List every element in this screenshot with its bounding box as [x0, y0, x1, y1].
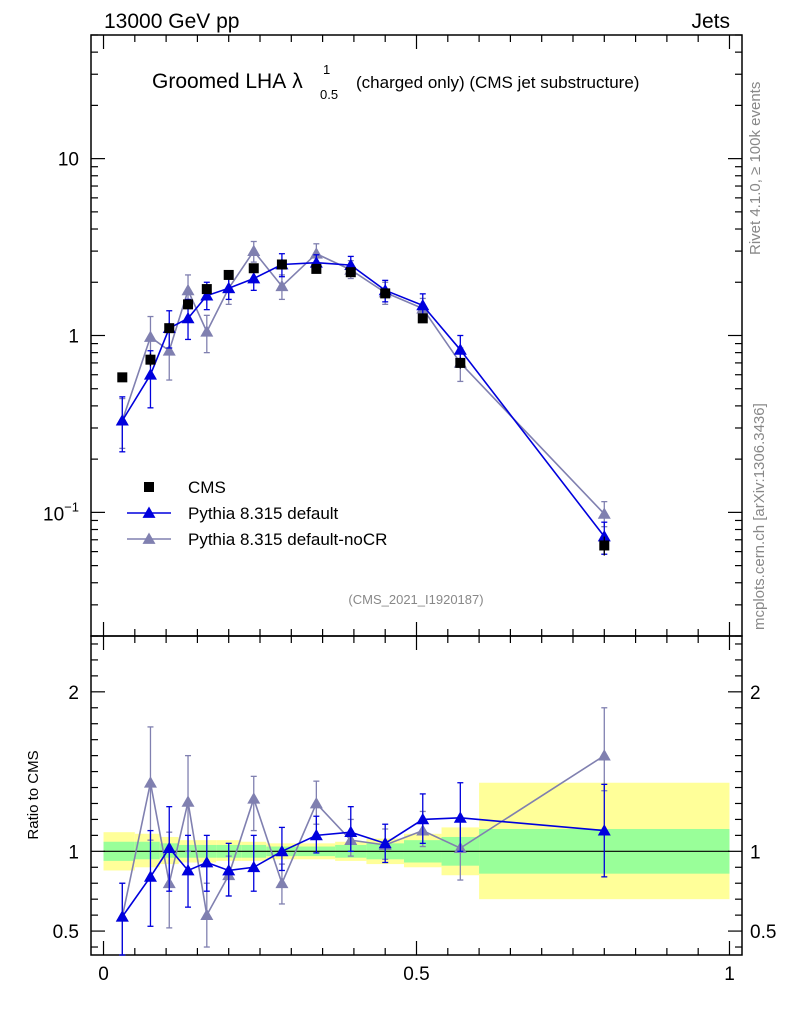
- ratio-default-marker: [416, 812, 430, 825]
- title-sup: 1: [323, 62, 330, 77]
- default-marker: [344, 258, 358, 270]
- ratio-y-tick-label: 0.5: [53, 922, 79, 943]
- header-right: Jets: [691, 10, 730, 33]
- cms-marker: [223, 269, 234, 280]
- ratio-default-marker: [597, 824, 611, 836]
- nocr-marker: [143, 330, 157, 342]
- legend-cms-label: CMS: [188, 478, 226, 497]
- ratio-nocr-marker: [181, 795, 195, 807]
- ratio-y-tick-label: 2: [68, 683, 79, 704]
- default-marker: [143, 368, 157, 380]
- ratio-plot: 0.5 0.5 1 1 2 2 0 0.5 1: [53, 635, 776, 985]
- header-left: 13000 GeV pp: [104, 10, 239, 33]
- ratio-default-marker: [378, 836, 392, 849]
- cms-marker: [276, 259, 287, 270]
- ratio-default-marker: [309, 828, 323, 841]
- y-tick-exp: −1: [64, 499, 79, 514]
- ratio-nocr-line: [121, 754, 605, 918]
- cms-marker: [311, 263, 322, 274]
- title-main: Groomed LHA: [152, 70, 286, 93]
- legend: CMS Pythia 8.315 default Pythia 8.315 defa…: [127, 478, 387, 549]
- y-tick-label: 1: [68, 327, 79, 348]
- title-symbol: λ: [292, 70, 303, 93]
- analysis-id: (CMS_2021_I1920187): [348, 592, 483, 607]
- ratio-nocr-marker: [143, 776, 157, 788]
- band-inner: [134, 841, 160, 860]
- legend-nocr-marker: [142, 532, 156, 544]
- y-tick-label: 10: [58, 150, 79, 171]
- ratio-default-marker: [162, 841, 176, 854]
- ratio-default-marker: [453, 811, 467, 823]
- ratio-default-marker: [344, 825, 358, 838]
- y-tick-base: 10: [43, 504, 64, 525]
- cms-marker: [164, 323, 175, 334]
- nocr-marker: [247, 244, 261, 256]
- ratio-default-marker: [143, 870, 157, 882]
- legend-default-label: Pythia 8.315 default: [188, 504, 339, 523]
- plot-title: Groomed LHA λ: [152, 70, 303, 93]
- nocr-marker: [181, 283, 195, 296]
- x-tick-label: 0: [98, 964, 109, 985]
- ratio-default-marker: [200, 855, 214, 868]
- title-detail: (charged only) (CMS jet substructure): [356, 73, 639, 92]
- x-tick-label: 1: [724, 964, 735, 985]
- ratio-y-tick-label: 1: [68, 842, 79, 863]
- nocr-marker: [275, 279, 289, 292]
- cms-marker: [248, 263, 259, 274]
- nocr-marker: [162, 344, 176, 356]
- nocr-marker: [200, 325, 214, 337]
- nocr-line: [121, 249, 605, 515]
- cms-marker: [380, 288, 391, 299]
- cms-marker: [117, 372, 128, 383]
- x-tick-label: 0.5: [403, 964, 429, 985]
- cms-marker: [183, 299, 194, 310]
- cms-marker: [145, 354, 156, 365]
- legend-nocr-label: Pythia 8.315 default-noCR: [188, 530, 387, 549]
- ratio-nocr-marker: [247, 792, 261, 804]
- ratio-default-marker: [181, 863, 195, 876]
- cms-marker: [599, 540, 610, 551]
- default-marker: [200, 289, 214, 301]
- ratio-y-tick-label-right: 2: [750, 683, 761, 704]
- ratio-y-tick-label-right: 0.5: [750, 922, 776, 943]
- ratio-nocr-marker: [200, 908, 214, 920]
- cms-marker: [345, 267, 356, 278]
- legend-default-marker: [142, 506, 156, 518]
- ratio-ylabel: Ratio to CMS: [25, 750, 42, 839]
- ratio-nocr-marker: [275, 876, 289, 889]
- mcplots-label: mcplots.cern.ch [arXiv:1306.3436]: [751, 403, 768, 630]
- default-marker: [247, 272, 261, 284]
- y-tick-label: 10−1: [43, 499, 79, 525]
- default-marker: [453, 343, 467, 355]
- rivet-label: Rivet 4.1.0, ≥ 100k events: [747, 82, 764, 255]
- default-marker: [416, 298, 430, 311]
- cms-marker: [417, 313, 428, 324]
- default-marker: [597, 530, 611, 542]
- ratio-default-marker: [275, 844, 289, 857]
- ratio-nocr-marker: [309, 796, 323, 809]
- nocr-marker: [597, 507, 611, 519]
- default-marker: [222, 281, 236, 294]
- default-marker: [181, 311, 195, 324]
- cms-marker: [455, 357, 466, 368]
- ratio-default-marker: [247, 860, 261, 873]
- legend-cms-marker: [144, 482, 154, 492]
- cms-marker: [201, 284, 212, 295]
- ratio-default-marker: [222, 863, 236, 876]
- ratio-y-tick-label-right: 1: [750, 842, 761, 863]
- nocr-marker: [309, 247, 323, 259]
- ratio-default-marker: [115, 910, 129, 922]
- ratio-nocr-marker: [597, 749, 611, 761]
- title-sub: 0.5: [320, 87, 338, 102]
- default-marker: [115, 414, 129, 426]
